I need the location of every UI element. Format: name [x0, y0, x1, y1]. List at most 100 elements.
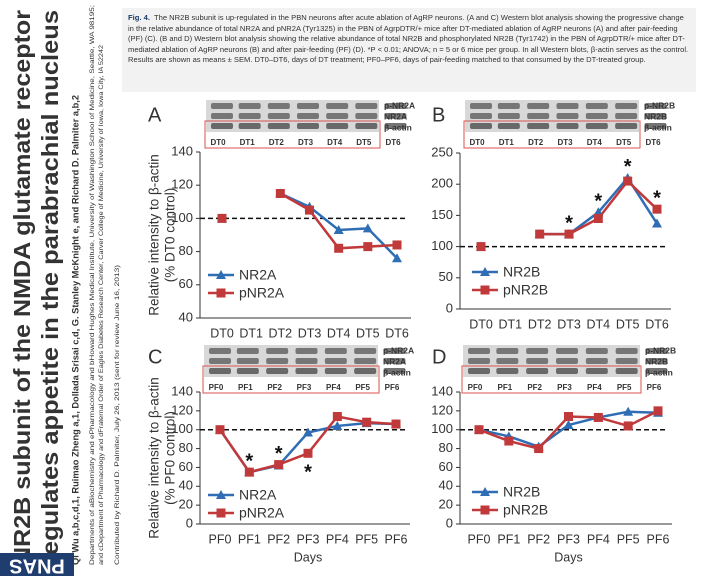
logo-bg [0, 553, 74, 576]
marker [476, 242, 486, 252]
blot-band [326, 123, 349, 129]
blot-band [383, 348, 406, 354]
x-tick-label: PF0 [209, 532, 232, 546]
x-tick-label: PF3 [557, 532, 580, 546]
blot-band [556, 368, 578, 374]
y-tick-label: 60 [179, 459, 193, 474]
legend-marker [480, 505, 490, 515]
blot-band [324, 368, 347, 374]
blot-band [645, 358, 668, 364]
marker [332, 420, 343, 430]
panel-letter: D [432, 346, 446, 368]
lane-label: PF6 [647, 383, 662, 392]
lane-label: DT5 [356, 138, 372, 147]
y-tick-label: 80 [179, 243, 193, 258]
blot-band [527, 103, 550, 109]
lane-label: PF5 [617, 383, 632, 392]
blot-highlight [202, 365, 380, 394]
blot-band [209, 348, 231, 354]
marker [564, 412, 573, 422]
legend-label: NR2A [239, 267, 277, 283]
lane-label: PF2 [527, 383, 542, 392]
x-tick-label: DT5 [616, 317, 640, 331]
x-tick-label: PF6 [385, 532, 408, 546]
marker [563, 420, 574, 429]
blot-band [326, 113, 349, 119]
lane-label: PF6 [385, 383, 400, 392]
blot-band [355, 113, 378, 119]
blot-band [267, 113, 290, 119]
blot-band [354, 368, 377, 374]
marker [274, 460, 284, 470]
lane-label: PF3 [557, 383, 572, 392]
marker [363, 242, 373, 252]
legend-marker [480, 267, 490, 276]
lane-label: DT4 [327, 138, 343, 147]
blot-band [355, 123, 378, 129]
y-tick-label: 60 [179, 276, 193, 291]
y-tick-label: 140 [431, 383, 453, 398]
marker [623, 176, 633, 186]
blot-band [496, 368, 519, 374]
blot-band [585, 368, 608, 374]
panel-letter: B [432, 104, 445, 126]
band-label: NR2B [644, 111, 667, 121]
blot-band [209, 358, 231, 364]
significance-mark: * [624, 156, 632, 178]
panel-letter: A [148, 104, 162, 126]
blot-band [556, 358, 578, 364]
marker [392, 253, 402, 263]
blot-band [297, 103, 319, 109]
blot-band [266, 358, 289, 364]
x-tick-label: PF3 [297, 532, 320, 546]
blot-band [468, 348, 490, 354]
legend-label: pNR2B [503, 282, 548, 298]
paper-title: regulates appetite in the parabrachial n… [37, 10, 63, 565]
lane-label: DT5 [616, 138, 632, 147]
blot-band [497, 103, 520, 109]
lane-label: DT2 [528, 138, 544, 147]
blot-band [585, 123, 608, 129]
marker [564, 229, 574, 239]
side-strip: NR2B subunit of the NMDA glutamate recep… [0, 5, 121, 576]
lane-label: PF1 [238, 383, 253, 392]
blot-band [354, 348, 377, 354]
blot-band [324, 348, 347, 354]
lane-label: DT0 [210, 138, 226, 147]
y-tick-label: 100 [171, 210, 193, 225]
marker [303, 448, 313, 458]
blot-band [526, 358, 549, 364]
blot-band [497, 123, 520, 129]
blot-band [266, 368, 289, 374]
x-tick-label: DT2 [528, 317, 552, 331]
y-tick-label: 120 [171, 177, 193, 192]
y-tick-label: 140 [171, 143, 193, 158]
blot-band [266, 348, 289, 354]
lane-label: PF2 [267, 383, 282, 392]
blot-band [585, 358, 608, 364]
blot-band [527, 113, 550, 119]
marker [275, 189, 285, 198]
blot-band [615, 368, 638, 374]
marker [593, 214, 603, 224]
marker [244, 467, 254, 477]
blot-band [527, 123, 550, 129]
lane-label: PF3 [297, 383, 312, 392]
blot-band [556, 113, 579, 119]
blot-band [236, 368, 259, 374]
y-tick-label: 20 [439, 497, 453, 512]
y-axis-label: (% DT0 control) [163, 188, 178, 283]
lane-label: PF5 [355, 383, 370, 392]
blot-band [383, 368, 406, 374]
significance-mark: * [594, 191, 602, 213]
marker [623, 421, 633, 431]
blot-band [238, 103, 261, 109]
blot-highlight [463, 120, 641, 149]
legend-marker [216, 508, 226, 518]
blot-image [465, 100, 639, 132]
lane-label: DT4 [587, 138, 603, 147]
figure-label: Fig. 4. [128, 13, 150, 22]
x-tick-label: PF1 [497, 532, 520, 546]
legend-label: pNR2A [239, 285, 285, 301]
blot-band [556, 123, 579, 129]
